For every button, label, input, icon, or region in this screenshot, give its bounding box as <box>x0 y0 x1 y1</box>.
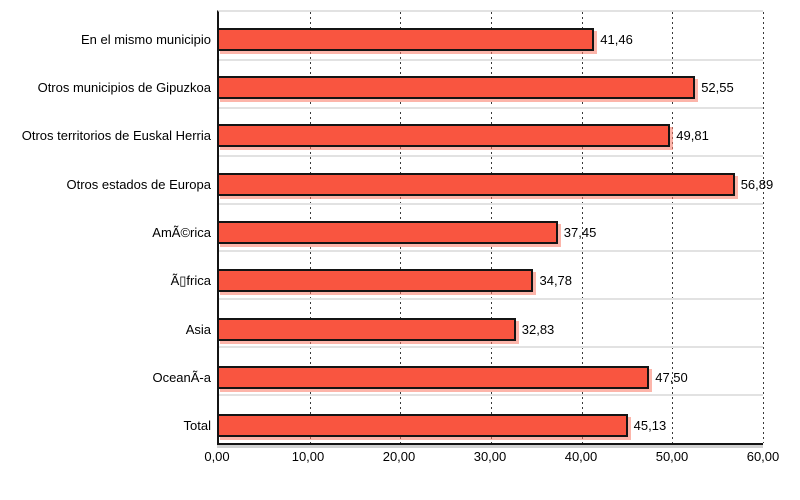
category-label: Total <box>183 418 211 434</box>
chart-row: Otros territorios de Euskal Herria 49,81 <box>0 107 800 155</box>
chart-row: Ã▯frica 34,78 <box>0 252 800 300</box>
bar <box>217 27 595 51</box>
bar <box>217 75 696 99</box>
row-separator <box>219 154 763 157</box>
value-label: 47,50 <box>655 369 688 385</box>
bar-track: 45,13 <box>217 414 763 438</box>
bar-track: 47,50 <box>217 365 763 389</box>
value-label: 37,45 <box>563 224 597 240</box>
bar-track: 34,78 <box>217 269 763 293</box>
gridline <box>581 12 583 443</box>
value-label: 45,13 <box>633 418 667 434</box>
value-label: 41,46 <box>600 31 633 47</box>
bar <box>217 124 671 148</box>
chart-row: Asia 32,83 <box>0 300 800 348</box>
row-separator <box>219 346 763 349</box>
x-tick-label: 40,00 <box>564 449 598 464</box>
value-label: 34,78 <box>539 273 573 289</box>
chart-body: En el mismo municipio 41,46 Otros municipi… <box>0 10 800 445</box>
category-label: Otros estados de Europa <box>66 176 211 192</box>
chart-row: AmÃ©rica 37,45 <box>0 203 800 251</box>
bar <box>217 414 628 438</box>
value-label: 32,83 <box>521 321 555 337</box>
chart-row: Otros estados de Europa 56,89 <box>0 155 800 203</box>
chart-row: En el mismo municipio 41,46 <box>0 10 800 58</box>
chart-row: Otros municipios de Gipuzkoa 52,55 <box>0 58 800 106</box>
chart-row: OceanÃ-a 47,50 <box>0 348 800 396</box>
bar-track: 56,89 <box>217 172 773 196</box>
value-label: 49,81 <box>676 128 709 144</box>
row-separator <box>219 106 763 109</box>
category-label: En el mismo municipio <box>80 31 211 47</box>
bar-track: 37,45 <box>217 220 763 244</box>
x-tick-label: 60,00 <box>746 449 780 464</box>
row-separator <box>219 58 763 61</box>
bar-track: 41,46 <box>217 27 763 51</box>
gridline <box>763 12 764 443</box>
bar <box>217 220 558 244</box>
row-separator <box>219 250 763 253</box>
bar-track: 32,83 <box>217 317 763 341</box>
row-separator <box>219 202 763 205</box>
category-label: OceanÃ-a <box>152 369 211 385</box>
bar <box>217 365 650 389</box>
value-label: 56,89 <box>740 176 774 192</box>
category-label: Ã▯frica <box>170 272 211 288</box>
value-label: 52,55 <box>701 79 734 95</box>
bar-track: 52,55 <box>217 75 763 99</box>
row-separator <box>219 394 763 397</box>
x-tick-label: 20,00 <box>382 449 416 464</box>
category-label: Otros municipios de Gipuzkoa <box>37 79 211 95</box>
x-tick-label: 50,00 <box>655 449 689 464</box>
chart-row: Total 45,13 <box>0 397 800 445</box>
bar-track: 49,81 <box>217 124 763 148</box>
category-label: Asia <box>185 321 211 337</box>
x-axis: 0,00 10,00 20,00 30,00 40,00 50,00 60,00 <box>204 449 779 469</box>
x-tick-label: 10,00 <box>291 449 325 464</box>
row-separator <box>219 298 763 301</box>
category-label: AmÃ©rica <box>152 224 211 240</box>
x-tick-label: 30,00 <box>473 449 507 464</box>
bar <box>217 269 534 293</box>
category-label: Otros territorios de Euskal Herria <box>21 128 211 144</box>
bar-rows: En el mismo municipio 41,46 Otros municipi… <box>0 10 800 445</box>
gridline <box>672 12 674 443</box>
x-tick-label: 0,00 <box>204 449 230 464</box>
bar <box>217 172 735 196</box>
bar <box>217 317 516 341</box>
